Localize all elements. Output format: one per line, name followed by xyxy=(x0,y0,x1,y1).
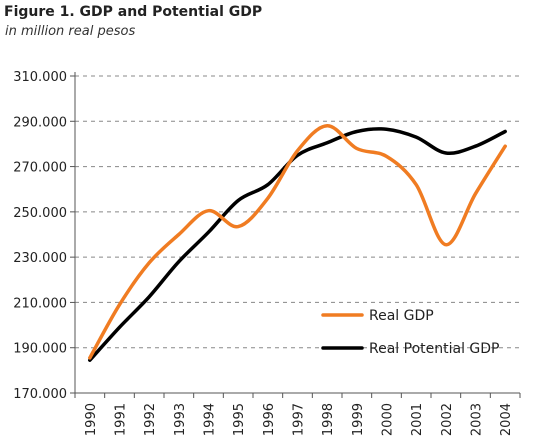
x-tick-label: 1990 xyxy=(84,403,99,436)
y-tick-label: 290.000 xyxy=(13,115,67,130)
x-tick-label: 2001 xyxy=(410,403,425,436)
y-tick-label: 230.000 xyxy=(13,251,67,266)
y-tick-label: 170.000 xyxy=(13,387,67,402)
legend-label-real-potential-gdp: Real Potential GDP xyxy=(369,341,499,357)
chart-title: Figure 1. GDP and Potential GDP xyxy=(4,4,263,20)
x-tick-label: 1997 xyxy=(292,403,307,436)
series-line-real-potential-gdp xyxy=(88,127,507,362)
x-tick-label: 1998 xyxy=(321,403,336,436)
x-tick-label: 2002 xyxy=(440,403,455,436)
y-tick-label: 310.000 xyxy=(13,70,67,85)
legend: Real GDP Real Potential GDP xyxy=(321,308,499,357)
x-tick-label: 1995 xyxy=(232,403,247,436)
x-tick-label: 1992 xyxy=(143,403,158,436)
grid-layer xyxy=(75,75,520,349)
y-tick-label: 210.000 xyxy=(13,296,67,311)
x-tick-label: 1999 xyxy=(351,403,366,436)
x-tick-label: 1991 xyxy=(114,403,129,436)
legend-label-real-gdp: Real GDP xyxy=(369,308,434,324)
x-tick-label: 2000 xyxy=(381,403,396,436)
y-tick-label: 190.000 xyxy=(13,342,67,357)
x-tick-label: 2003 xyxy=(470,403,485,436)
x-tick-label: 2004 xyxy=(499,403,514,436)
y-tick-label: 270.000 xyxy=(13,161,67,176)
series-layer xyxy=(88,124,507,362)
y-tick-label: 250.000 xyxy=(13,206,67,221)
x-tick-label: 1996 xyxy=(262,403,277,436)
x-tick-label: 1994 xyxy=(203,403,218,436)
x-tick-label: 1993 xyxy=(173,403,188,436)
chart-subtitle: in million real pesos xyxy=(5,24,136,39)
axis-layer: 170.000 190.000 210.000 230.000 250.000 270.0… xyxy=(13,70,521,436)
series-line-real-gdp xyxy=(88,124,507,360)
